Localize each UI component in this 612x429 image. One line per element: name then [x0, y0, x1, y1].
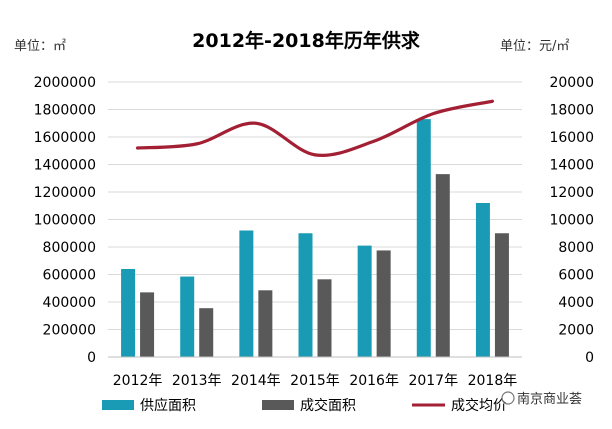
- y2-tick-label: 20000: [549, 75, 594, 91]
- y-tick-label: 0: [87, 350, 96, 366]
- watermark: 南京商业荟: [502, 391, 582, 407]
- bar-supply: [417, 119, 431, 357]
- bar-supply: [358, 246, 372, 357]
- y2-tick-label: 12000: [549, 185, 594, 201]
- bar-supply: [180, 277, 194, 357]
- x-tick-label: 2016年: [349, 373, 399, 389]
- bar-supply: [239, 231, 253, 358]
- x-tick-label: 2018年: [468, 373, 518, 389]
- bar-deal: [495, 233, 509, 357]
- bar-deal: [199, 308, 213, 357]
- y-tick-label: 200000: [43, 323, 96, 339]
- y-tick-label: 1600000: [34, 130, 96, 146]
- watermark-text: 南京商业荟: [517, 391, 582, 407]
- bar-deal: [258, 290, 272, 357]
- left-unit-label: 单位：㎡: [14, 39, 66, 54]
- y-tick-label: 1200000: [34, 185, 96, 201]
- y-tick-label: 1000000: [34, 213, 96, 229]
- y2-tick-label: 0: [585, 350, 594, 366]
- legend: 供应面积 成交面积 成交均价: [102, 397, 507, 414]
- y2-tick-label: 6000: [558, 268, 594, 284]
- bar-deal: [436, 174, 450, 357]
- bar-supply: [476, 203, 490, 357]
- y2-tick-label: 10000: [549, 213, 594, 229]
- bar-deal: [140, 292, 154, 357]
- x-tick-label: 2012年: [113, 373, 163, 389]
- axes: 0200000400000600000800000100000012000001…: [34, 75, 594, 389]
- y2-tick-label: 4000: [558, 295, 594, 311]
- y-tick-label: 1800000: [34, 103, 96, 119]
- legend-swatch-deal: [262, 400, 294, 410]
- y2-tick-label: 8000: [558, 240, 594, 256]
- y2-tick-label: 18000: [549, 103, 594, 119]
- legend-swatch-supply: [102, 400, 134, 410]
- y-tick-label: 800000: [43, 240, 96, 256]
- x-tick-label: 2014年: [231, 373, 281, 389]
- gridlines: [108, 82, 522, 357]
- legend-label-price: 成交均价: [451, 397, 507, 414]
- bar-deal: [318, 279, 332, 357]
- y2-tick-label: 16000: [549, 130, 594, 146]
- y-tick-label: 600000: [43, 268, 96, 284]
- y2-tick-label: 2000: [558, 323, 594, 339]
- right-unit-label: 单位：元/㎡: [500, 39, 569, 54]
- y-tick-label: 400000: [43, 295, 96, 311]
- x-tick-label: 2017年: [408, 373, 458, 389]
- x-tick-label: 2013年: [172, 373, 222, 389]
- y2-tick-label: 14000: [549, 158, 594, 174]
- chart-title: 2012年-2018年历年供求: [192, 29, 421, 52]
- y-tick-label: 1400000: [34, 158, 96, 174]
- bar-deal: [377, 250, 391, 357]
- bar-supply: [299, 233, 313, 357]
- y-tick-label: 2000000: [34, 75, 96, 91]
- legend-label-deal: 成交面积: [300, 397, 356, 414]
- bar-supply: [121, 269, 135, 357]
- legend-label-supply: 供应面积: [140, 397, 196, 414]
- x-tick-label: 2015年: [290, 373, 340, 389]
